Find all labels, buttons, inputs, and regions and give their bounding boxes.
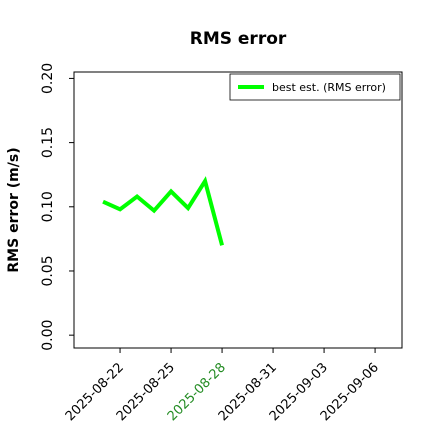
data-line	[102, 176, 224, 246]
y-tick-label: 0.05	[40, 255, 56, 286]
y-tick-label: 0.10	[40, 191, 56, 222]
y-tick-label: 0.00	[40, 320, 56, 351]
y-tick-label: 0.15	[40, 127, 56, 158]
plot-frame	[73, 71, 403, 349]
y-tick-label: 0.20	[40, 63, 56, 94]
chart-title: RMS error	[190, 29, 287, 49]
legend-label: best est. (RMS error)	[272, 81, 386, 94]
y-axis-label: RMS error (m/s)	[6, 147, 22, 272]
